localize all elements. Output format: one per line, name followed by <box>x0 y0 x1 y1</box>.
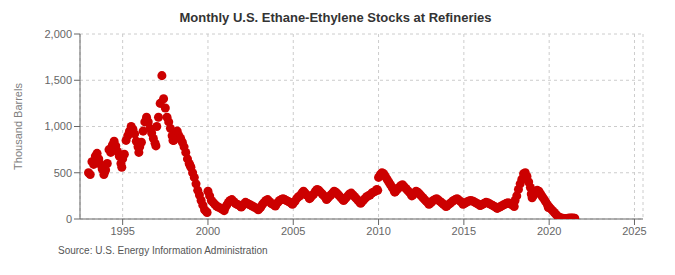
svg-text:0: 0 <box>66 213 72 225</box>
svg-text:2015: 2015 <box>452 225 476 237</box>
svg-text:500: 500 <box>54 167 72 179</box>
svg-text:2010: 2010 <box>366 225 390 237</box>
svg-text:1,500: 1,500 <box>44 74 72 86</box>
svg-text:Thousand Barrels: Thousand Barrels <box>12 83 24 170</box>
svg-text:2000: 2000 <box>196 225 220 237</box>
svg-text:2025: 2025 <box>622 225 646 237</box>
html-text:Monthly U.S. Ethane-Ethylene S: Monthly U.S. Ethane-Ethylene Stocks at R… <box>179 10 492 25</box>
svg-text:2,000: 2,000 <box>44 28 72 40</box>
svg-text:2020: 2020 <box>537 225 561 237</box>
svg-text:1,000: 1,000 <box>44 120 72 132</box>
svg-text:1995: 1995 <box>110 225 134 237</box>
svg-text:2005: 2005 <box>281 225 305 237</box>
html-text:Source: U.S. Energy Informatio: Source: U.S. Energy Information Administ… <box>58 245 268 256</box>
